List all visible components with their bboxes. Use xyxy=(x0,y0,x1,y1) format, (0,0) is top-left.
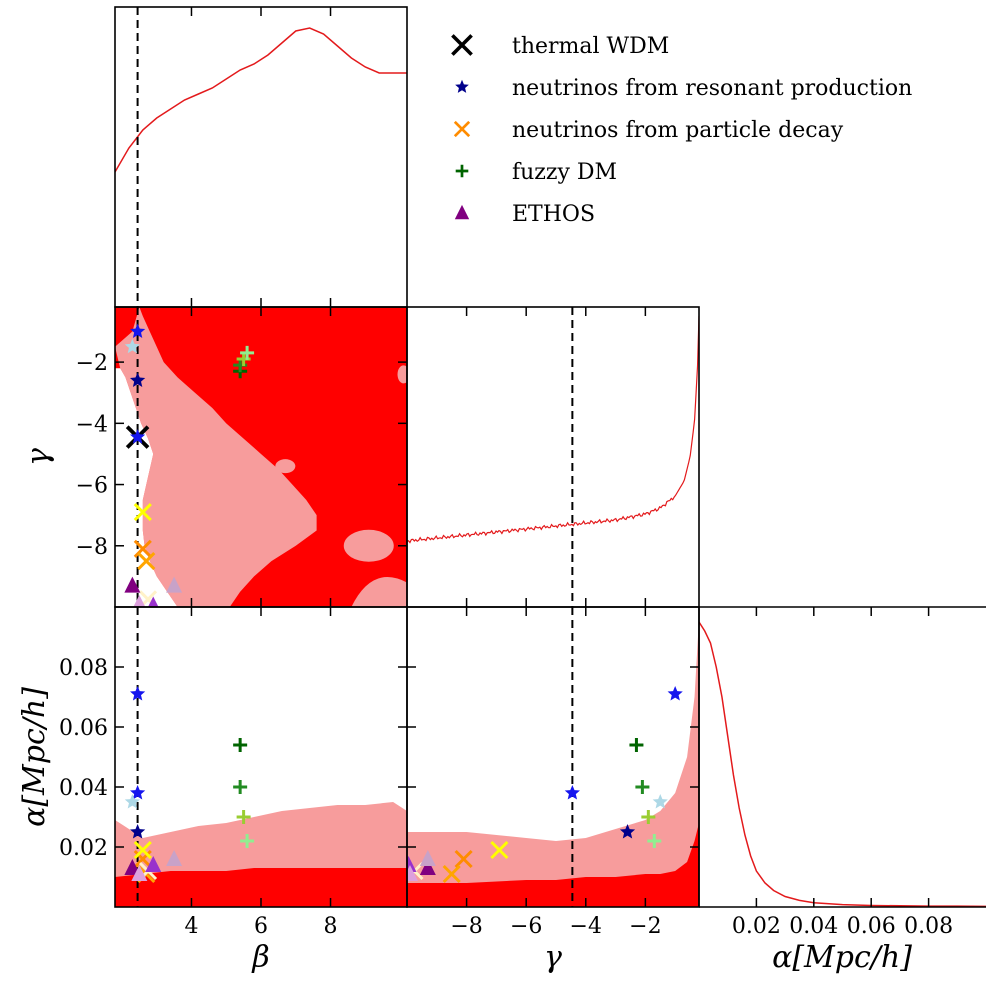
marginal-gamma-line xyxy=(407,315,699,544)
tick-label: 0.04 xyxy=(789,914,838,939)
contour-95-region xyxy=(407,619,699,907)
marker-fuzzy-dm xyxy=(233,738,248,752)
tick-label: 0.02 xyxy=(59,836,108,861)
tick-label: −4 xyxy=(570,914,602,939)
marker-neutrinos-from-resonant-production xyxy=(129,785,146,800)
contour-95-island xyxy=(343,529,394,562)
marker-neutrinos-from-resonant-production xyxy=(564,785,580,800)
marker-neutrinos-from-particle-decay xyxy=(442,864,461,884)
tick-label: 0.08 xyxy=(59,656,108,681)
marker-ethos xyxy=(419,859,436,875)
legend: thermal WDM neutrinos from resonant produ… xyxy=(451,34,912,227)
contour-68-region xyxy=(407,823,699,907)
tick-label: 0.06 xyxy=(847,914,896,939)
contour-95-island xyxy=(397,365,407,384)
tick-label: −4 xyxy=(76,412,108,437)
marker-fuzzy-dm xyxy=(236,810,251,824)
tick-labels: 4 6 8 −8 −8 −6 −6 −4 −4 −2 −2 0.02 0.02 0.04 0.04 0.06 0… xyxy=(59,351,953,939)
x-axis-label-alpha: α[Mpc/h] xyxy=(772,940,912,975)
marker-ethos xyxy=(133,594,146,607)
marker-ethos xyxy=(419,850,436,866)
x-axis-label-beta: β xyxy=(251,940,269,975)
marker-fuzzy-dm xyxy=(233,780,248,794)
panel-beta-gamma xyxy=(115,307,407,607)
marker-ethos xyxy=(166,576,183,593)
marker-ethos xyxy=(166,850,183,866)
panel-beta-alpha xyxy=(115,607,407,907)
marker-neutrinos-from-resonant-production xyxy=(124,794,140,809)
tick-label: 4 xyxy=(184,914,198,939)
marker-fuzzy-dm xyxy=(629,738,644,752)
marker-neutrinos-from-particle-decay xyxy=(133,840,152,860)
marker-fuzzy-dm xyxy=(240,345,255,360)
tick-label: −8 xyxy=(450,914,482,939)
marker-neutrinos-from-particle-decay xyxy=(490,840,509,860)
contour-95-island xyxy=(221,487,246,500)
legend-label: ETHOS xyxy=(512,202,595,227)
marker-fuzzy-dm xyxy=(641,810,656,824)
panel-beta-marginal xyxy=(115,7,407,307)
contour-95-island xyxy=(275,459,296,474)
marginal-alpha-line xyxy=(699,621,986,907)
panel-gamma-marginal xyxy=(407,307,699,607)
tick-label: 0.04 xyxy=(59,776,108,801)
marker-neutrinos-from-resonant-production xyxy=(455,79,469,93)
marker-neutrinos-from-resonant-production xyxy=(129,323,146,338)
marker-ethos xyxy=(407,865,418,881)
axis-ticks xyxy=(115,7,930,907)
tick-label: −6 xyxy=(510,914,542,939)
tick-label: 0.08 xyxy=(904,914,953,939)
marker-neutrinos-from-resonant-production xyxy=(129,372,146,387)
marginal-beta-line xyxy=(115,27,407,173)
marker-ethos xyxy=(454,204,470,220)
marker-neutrinos-from-particle-decay xyxy=(137,552,156,571)
marker-fuzzy-dm xyxy=(240,834,255,848)
legend-label: fuzzy DM xyxy=(512,160,617,185)
marker-neutrinos-from-resonant-production xyxy=(129,686,146,701)
marker-fuzzy-dm xyxy=(647,834,662,848)
marker-ethos xyxy=(131,865,148,881)
marker-thermal-wdm xyxy=(451,34,473,56)
legend-label: neutrinos from particle decay xyxy=(512,118,844,143)
marker-ethos xyxy=(124,576,141,593)
frame-beta-marginal xyxy=(114,6,408,308)
tick-label: 0.02 xyxy=(732,914,781,939)
tick-label: −6 xyxy=(76,474,108,499)
legend-label: neutrinos from resonant production xyxy=(512,76,912,101)
frame-gamma-marginal xyxy=(406,306,700,608)
marker-neutrinos-from-resonant-production xyxy=(667,686,683,701)
y-axis-label-alpha: α[Mpc/h] xyxy=(17,687,52,827)
x-axis-label-gamma: γ xyxy=(544,940,562,975)
marker-ethos xyxy=(147,596,159,607)
contour-95-corner xyxy=(351,577,407,607)
tick-label: 6 xyxy=(254,914,268,939)
marker-neutrinos-from-particle-decay xyxy=(133,503,152,522)
marker-fuzzy-dm xyxy=(455,164,469,178)
legend-label: thermal WDM xyxy=(512,34,669,59)
contour-68-region xyxy=(115,868,407,907)
tick-label: 8 xyxy=(324,914,338,939)
marker-neutrinos-from-particle-decay xyxy=(454,849,473,869)
marker-neutrinos-from-resonant-production xyxy=(129,429,146,444)
marker-neutrinos-from-particle-decay xyxy=(453,120,471,138)
marker-ethos xyxy=(145,856,162,872)
marker-neutrinos-from-resonant-production xyxy=(129,824,146,839)
panel-alpha-marginal xyxy=(699,621,986,907)
marker-neutrinos-from-resonant-production xyxy=(619,824,636,839)
tick-label: −2 xyxy=(629,914,661,939)
tick-label: 0.06 xyxy=(59,716,108,741)
y-axis-label-gamma: γ xyxy=(21,448,56,466)
tick-label: −2 xyxy=(76,351,108,376)
marker-neutrinos-from-resonant-production xyxy=(652,794,668,809)
marker-neutrinos-from-resonant-production xyxy=(124,338,140,354)
contour-95-region xyxy=(115,307,317,607)
marker-fuzzy-dm xyxy=(635,780,650,794)
panel-gamma-alpha xyxy=(407,607,699,907)
tick-label: −8 xyxy=(76,535,108,560)
